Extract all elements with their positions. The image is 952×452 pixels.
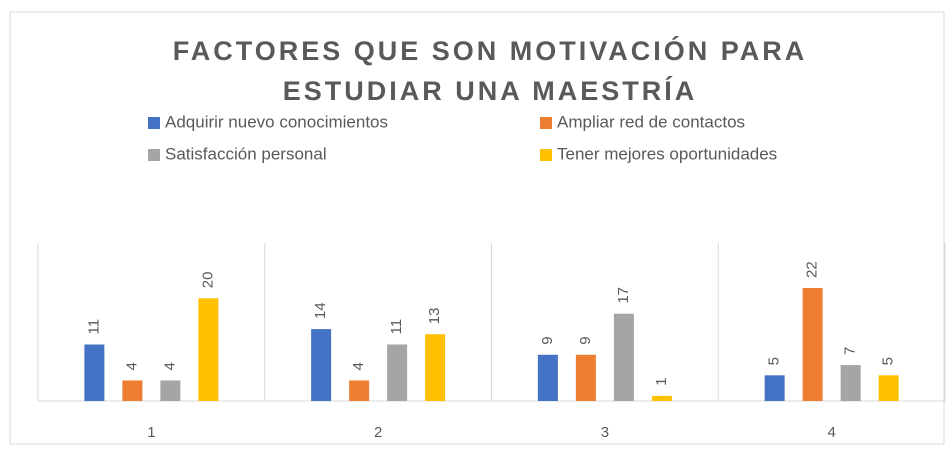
bar <box>387 344 408 401</box>
chart-title: FACTORES QUE SON MOTIVACIÓN PARA <box>173 35 808 66</box>
x-tick-label: 1 <box>147 424 155 441</box>
bar <box>198 298 219 401</box>
bar <box>840 365 861 401</box>
bar <box>878 375 899 401</box>
bar <box>651 395 672 401</box>
data-label: 4 <box>350 362 367 370</box>
bar <box>349 380 370 401</box>
x-tick-label: 3 <box>601 424 609 441</box>
legend-label: Satisfacción personal <box>165 144 327 163</box>
data-label: 11 <box>388 319 405 335</box>
x-tick-label: 2 <box>374 424 382 441</box>
bar <box>537 354 558 401</box>
legend-swatch <box>540 117 552 129</box>
legend-swatch <box>148 117 160 129</box>
bar <box>84 344 105 401</box>
bar <box>425 334 446 401</box>
bar <box>764 375 785 401</box>
data-label: 9 <box>577 336 594 344</box>
data-label: 14 <box>312 302 329 319</box>
data-label: 5 <box>880 357 897 365</box>
x-tick-label: 4 <box>827 424 835 441</box>
chart-border <box>9 11 945 445</box>
data-label: 22 <box>804 261 821 278</box>
bar <box>160 380 181 401</box>
data-label: 11 <box>85 319 102 335</box>
bar <box>311 329 332 401</box>
data-label: 7 <box>842 347 859 355</box>
chart-title: ESTUDIAR UNA MAESTRÍA <box>283 75 698 106</box>
bar <box>575 354 596 401</box>
bar <box>802 288 823 401</box>
legend-label: Tener mejores oportunidades <box>557 144 777 163</box>
data-label: 4 <box>123 362 140 370</box>
data-label: 9 <box>539 336 556 344</box>
data-label: 20 <box>199 272 216 289</box>
data-label: 4 <box>161 362 178 370</box>
legend-label: Ampliar red de contactos <box>557 112 745 131</box>
bar <box>122 380 143 401</box>
data-label: 5 <box>766 357 783 365</box>
data-label: 1 <box>653 378 670 386</box>
legend-swatch <box>540 149 552 161</box>
legend-label: Adquirir nuevo conocimientos <box>165 112 388 131</box>
bar <box>613 313 634 401</box>
data-label: 17 <box>615 287 632 304</box>
legend-swatch <box>148 149 160 161</box>
data-label: 13 <box>426 308 443 325</box>
